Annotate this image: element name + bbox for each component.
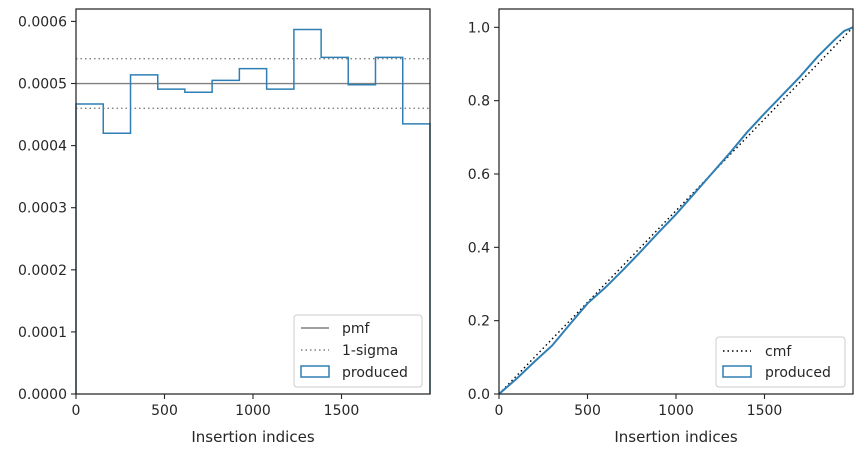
pmf-y-tick-label: 0.0005 — [18, 77, 67, 93]
cmf-panel: 0 500 1000 1500 0.0 0.2 0.4 0.6 0.8 1.0 Insertion… — [468, 8, 854, 446]
cmf-x-tick-label: 500 — [574, 403, 601, 419]
cmf-legend-label-cmf: cmf — [765, 344, 792, 360]
pmf-y-tick-label: 0.0006 — [18, 14, 67, 30]
pmf-legend-label-pmf: pmf — [342, 321, 371, 337]
pmf-legend: pmf 1-sigma produced — [293, 314, 423, 388]
cmf-y-tick-label: 0.4 — [468, 240, 490, 256]
pmf-legend-label-sigma: 1-sigma — [342, 343, 398, 359]
cmf-axes-frame — [498, 8, 854, 395]
cmf-legend: cmf produced — [715, 336, 846, 388]
pmf-legend-box — [293, 314, 423, 388]
pmf-legend-label-produced: produced — [342, 365, 408, 381]
pmf-legend-patch-swatch — [300, 365, 330, 378]
cmf-y-tick-label: 0.2 — [468, 314, 490, 330]
cmf-legend-label-produced: produced — [765, 365, 831, 381]
produced-cumulative-line — [498, 26, 854, 395]
pmf-panel: 0 500 1000 1500 0.0000 0.0001 0.0002 0.0003 0.00… — [18, 8, 431, 446]
pmf-plot-area — [75, 28, 431, 394]
pmf-y-tick-label: 0.0002 — [18, 263, 67, 279]
cmf-plot-area — [498, 26, 854, 395]
cmf-y-tick-label: 1.0 — [468, 20, 490, 36]
pmf-x-tick-label: 1500 — [324, 403, 360, 419]
cmf-x-tick-label: 1500 — [747, 403, 783, 419]
pmf-x-tick-label: 1000 — [235, 403, 271, 419]
cmf-ticks: 0 500 1000 1500 0.0 0.2 0.4 0.6 0.8 1.0 — [468, 20, 783, 419]
pmf-ticks: 0 500 1000 1500 0.0000 0.0001 0.0002 0.0003 0.00… — [18, 14, 359, 419]
pmf-x-tick-label: 500 — [151, 403, 178, 419]
cmf-legend-patch-swatch — [722, 365, 752, 378]
cmf-x-axis-label: Insertion indices — [614, 428, 737, 446]
pmf-x-tick-label: 0 — [72, 403, 81, 419]
produced-step-histogram — [75, 28, 431, 394]
pmf-x-axis-label: Insertion indices — [191, 428, 314, 446]
cmf-y-tick-label: 0.6 — [468, 167, 490, 183]
cmf-y-tick-label: 0.0 — [468, 387, 490, 403]
cmf-x-tick-label: 1000 — [658, 403, 694, 419]
cmf-x-tick-label: 0 — [495, 403, 504, 419]
pmf-y-tick-label: 0.0004 — [18, 139, 67, 155]
cmf-y-tick-label: 0.8 — [468, 94, 490, 110]
cmf-legend-box — [715, 336, 846, 388]
pmf-y-tick-label: 0.0001 — [18, 325, 67, 341]
pmf-y-tick-label: 0.0003 — [18, 201, 67, 217]
pmf-y-tick-label: 0.0000 — [18, 387, 67, 403]
